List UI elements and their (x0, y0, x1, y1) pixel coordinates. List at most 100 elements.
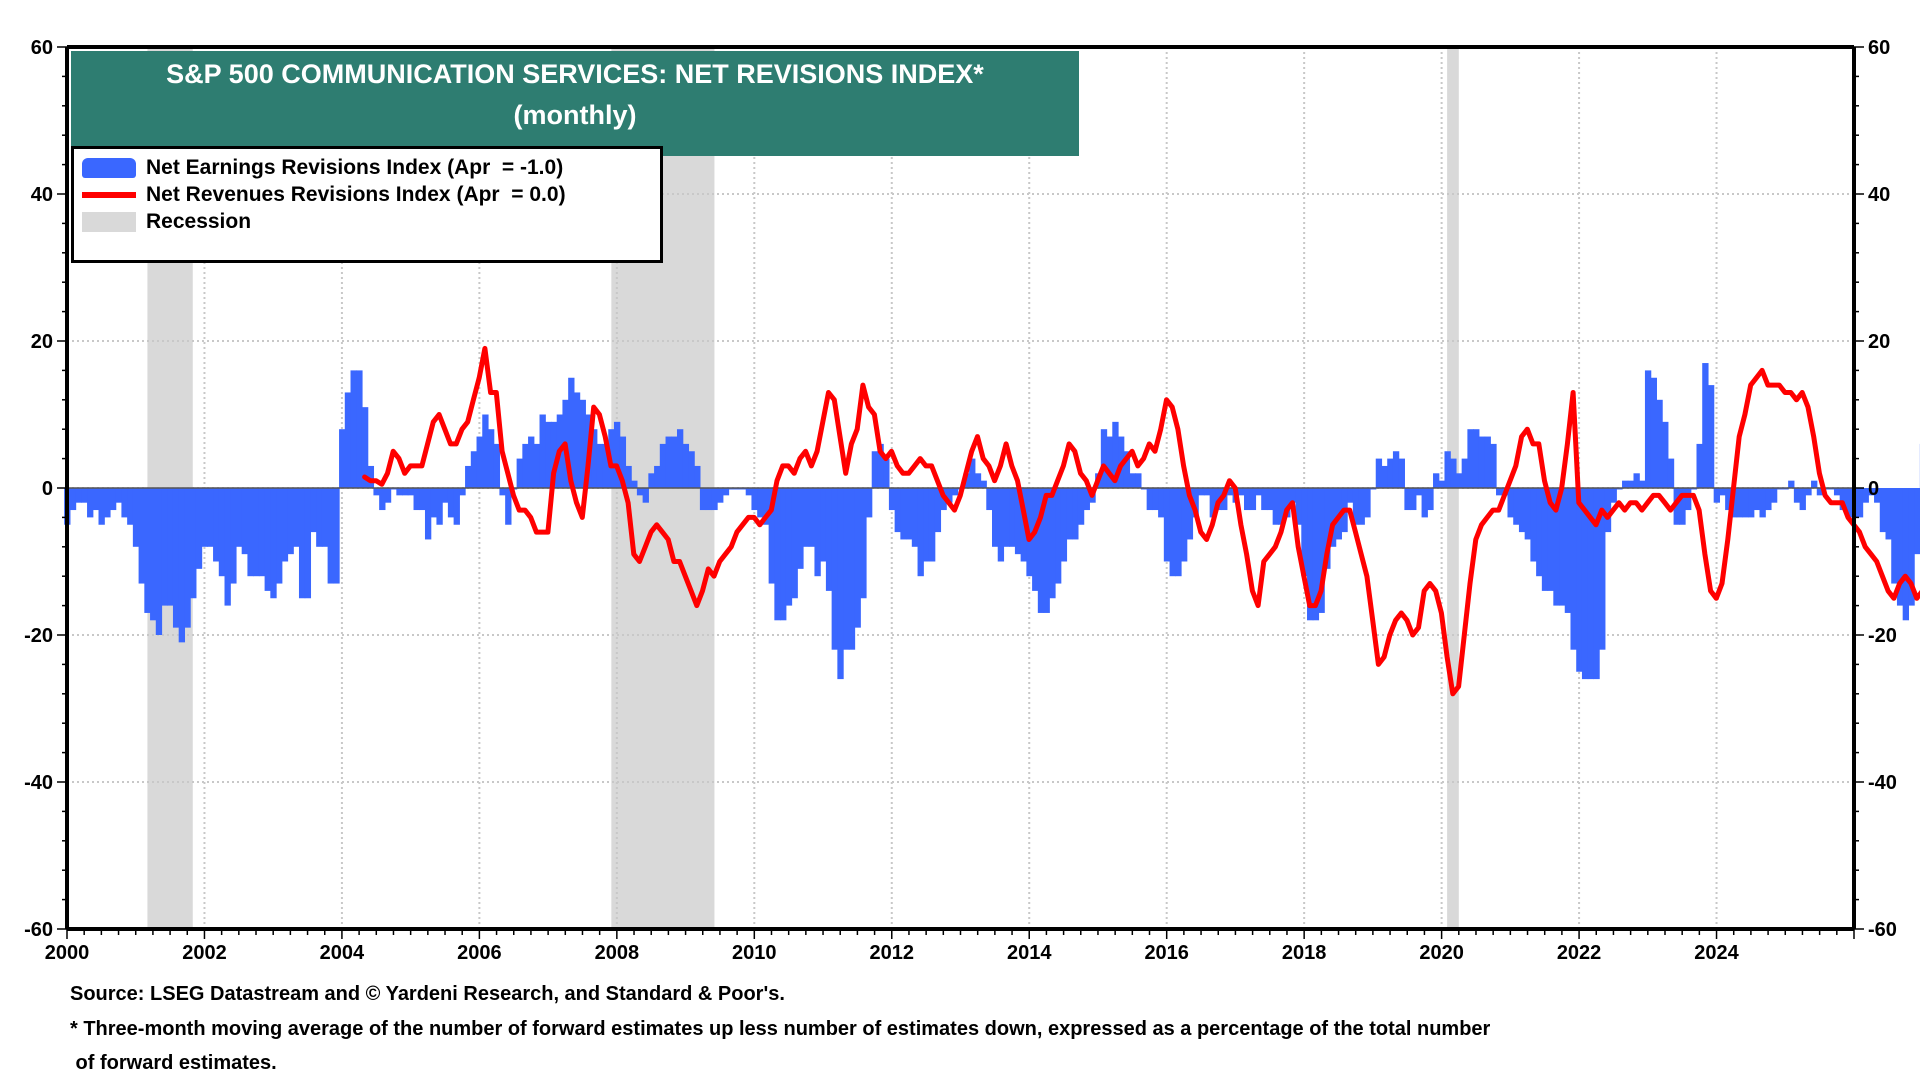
earnings-bar (459, 488, 466, 496)
earnings-bar (1644, 370, 1652, 488)
legend-swatch-line-icon (82, 192, 136, 198)
x-tick-label: 2004 (320, 942, 365, 964)
earnings-bar (1902, 488, 1910, 621)
earnings-bar (591, 429, 598, 488)
earnings-bar (144, 488, 151, 613)
earnings-bar (1209, 488, 1216, 518)
earnings-bar (568, 377, 575, 488)
chart-title: S&P 500 COMMUNICATION SERVICES: NET REVI… (166, 59, 984, 89)
earnings-bar (1077, 488, 1085, 525)
x-tick-label: 2024 (1694, 942, 1739, 964)
earnings-bar (1622, 480, 1629, 488)
earnings-bar (768, 488, 775, 584)
earnings-bar (1874, 488, 1881, 503)
earnings-bar (602, 443, 609, 488)
revenues-line-layer (362, 345, 1920, 697)
earnings-bar (1381, 465, 1388, 488)
earnings-bar (1364, 488, 1371, 518)
x-tick-label: 2014 (1007, 942, 1052, 964)
earnings-bar (1833, 488, 1841, 496)
earnings-bar (802, 488, 810, 547)
earnings-bar (195, 488, 203, 569)
earnings-bar (1839, 488, 1847, 511)
earnings-bar (1530, 488, 1537, 562)
earnings-bar (1604, 488, 1612, 533)
earnings-bar (1461, 458, 1468, 488)
earnings-bar (81, 488, 88, 503)
earnings-bar (402, 488, 409, 496)
earnings-bar (1169, 488, 1176, 577)
earnings-bar (992, 488, 999, 547)
earnings-bar (1891, 488, 1898, 584)
earnings-bar (883, 458, 890, 488)
earnings-bar (344, 392, 352, 488)
earnings-bar (676, 429, 684, 488)
earnings-bar (436, 488, 443, 525)
earnings-bar (1524, 488, 1531, 540)
earnings-bar (1564, 488, 1572, 613)
earnings-bar (1788, 480, 1795, 488)
earnings-bar (1845, 488, 1852, 518)
earnings-bar (894, 488, 901, 533)
earnings-bar (1307, 488, 1314, 621)
earnings-bar (1421, 488, 1428, 518)
earnings-bar (1352, 488, 1360, 525)
earnings-bar (682, 443, 690, 488)
earnings-bar (384, 488, 392, 503)
earnings-bar (1329, 488, 1337, 547)
earnings-bar (419, 488, 426, 511)
earnings-bar (631, 480, 638, 488)
earnings-bar (367, 465, 375, 488)
earnings-bar (1284, 488, 1291, 518)
y-tick-label-left: 60 (31, 37, 53, 59)
earnings-bar (1392, 451, 1400, 488)
legend-label-earnings: Net Earnings Revisions Index (Apr = -1.0… (146, 156, 564, 179)
earnings-bar (671, 436, 678, 488)
y-tick-label-left: 40 (31, 184, 53, 206)
legend-item-recession: Recession (82, 209, 251, 235)
earnings-bar (1106, 436, 1113, 488)
earnings-bar (1266, 488, 1274, 511)
y-tick-label-left: -40 (24, 772, 53, 794)
earnings-bar (505, 488, 512, 525)
x-tick-label: 2022 (1557, 942, 1602, 964)
earnings-bar (516, 458, 523, 488)
earnings-bar (997, 488, 1005, 562)
earnings-bar (1186, 488, 1194, 540)
earnings-bar (1226, 488, 1234, 496)
earnings-bar (379, 488, 386, 511)
y-tick-label-right: 0 (1868, 478, 1879, 500)
earnings-bar (1455, 473, 1463, 488)
earnings-bar (780, 488, 787, 621)
x-tick-label: 2016 (1144, 942, 1189, 964)
legend-item-earnings: Net Earnings Revisions Index (Apr = -1.0… (82, 155, 563, 181)
earnings-bar (190, 488, 197, 599)
earnings-bar (430, 488, 438, 518)
earnings-bar (906, 488, 913, 540)
legend-label-revenues: Net Revenues Revisions Index (Apr = 0.0) (146, 183, 566, 206)
earnings-bar (1507, 488, 1514, 518)
earnings-bar (1650, 377, 1657, 488)
earnings-bar (1066, 488, 1073, 540)
earnings-bar (539, 414, 546, 488)
earnings-bar (865, 488, 873, 518)
earnings-bar (150, 488, 157, 621)
earnings-bar (1656, 399, 1663, 488)
earnings-bar (321, 488, 329, 547)
earnings-bar (1587, 488, 1594, 680)
earnings-bar (1467, 429, 1474, 488)
earnings-bar (1816, 488, 1824, 496)
y-tick-label-right: 60 (1868, 37, 1890, 59)
earnings-bar (1799, 488, 1806, 511)
earnings-bar (396, 488, 403, 496)
earnings-bar (1713, 488, 1721, 503)
earnings-bar (1673, 488, 1680, 525)
earnings-bar (333, 488, 340, 584)
legend-item-revenues: Net Revenues Revisions Index (Apr = 0.0) (82, 182, 566, 208)
earnings-bar (1347, 488, 1354, 503)
earnings-bar (476, 436, 483, 488)
earnings-bar (1055, 488, 1062, 584)
earnings-bar (528, 436, 535, 488)
earnings-bar (648, 473, 655, 488)
earnings-bar (213, 488, 220, 562)
